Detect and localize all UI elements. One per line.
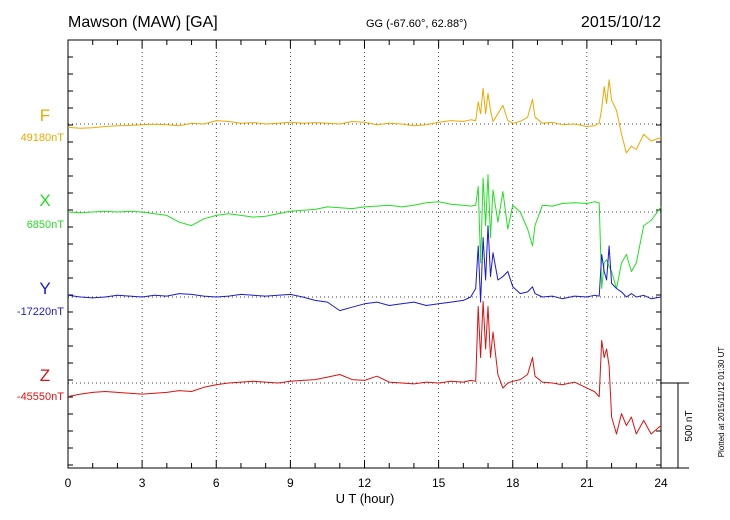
date-label: 2015/10/12	[581, 14, 661, 31]
plotted-timestamp: Plotted at 2015/11/12 01:30 UT	[717, 347, 726, 458]
coordinates-label: GG (-67.60°, 62.88°)	[366, 18, 467, 30]
x-tick-label: 21	[580, 476, 594, 490]
series-name-f: F	[40, 106, 50, 125]
x-tick-label: 24	[654, 476, 668, 490]
x-tick-label: 6	[213, 476, 220, 490]
axis-ticks	[67, 39, 662, 468]
x-tick-label: 15	[432, 476, 446, 490]
series-baseline-value-z: -45550nT	[17, 391, 64, 403]
series-name-z: Z	[40, 366, 50, 385]
trace-x	[67, 174, 662, 289]
trace-z	[67, 300, 662, 435]
scale-bar: 500 nT	[661, 382, 695, 469]
series-baseline-value-f: 49180nT	[21, 132, 65, 144]
series-baseline-value-y: -17220nT	[17, 306, 64, 318]
trace-y	[67, 225, 662, 312]
series-name-x: X	[39, 191, 50, 210]
baseline-lines	[68, 123, 661, 384]
data-traces	[67, 79, 662, 435]
x-tick-label: 0	[65, 476, 72, 490]
x-axis-label: U T (hour)	[336, 491, 395, 506]
x-tick-label: 3	[139, 476, 146, 490]
station-title: Mawson (MAW) [GA]	[68, 14, 218, 31]
series-labels: F 49180nT X 6850nT Y -17220nT Z -45550nT	[17, 106, 64, 403]
scale-bar-label: 500 nT	[684, 410, 695, 441]
trace-f	[67, 79, 662, 154]
series-baseline-value-x: 6850nT	[27, 219, 65, 231]
x-tick-label: 18	[506, 476, 520, 490]
series-name-y: Y	[39, 279, 50, 298]
grid-lines	[141, 40, 588, 468]
x-tick-label: 12	[358, 476, 372, 490]
x-tick-label: 9	[287, 476, 294, 490]
x-tick-labels: 0 3 6 9 12 15 18 21 24	[65, 476, 668, 490]
